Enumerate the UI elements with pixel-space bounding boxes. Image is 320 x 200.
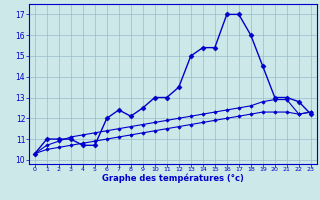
X-axis label: Graphe des températures (°c): Graphe des températures (°c) (102, 174, 244, 183)
